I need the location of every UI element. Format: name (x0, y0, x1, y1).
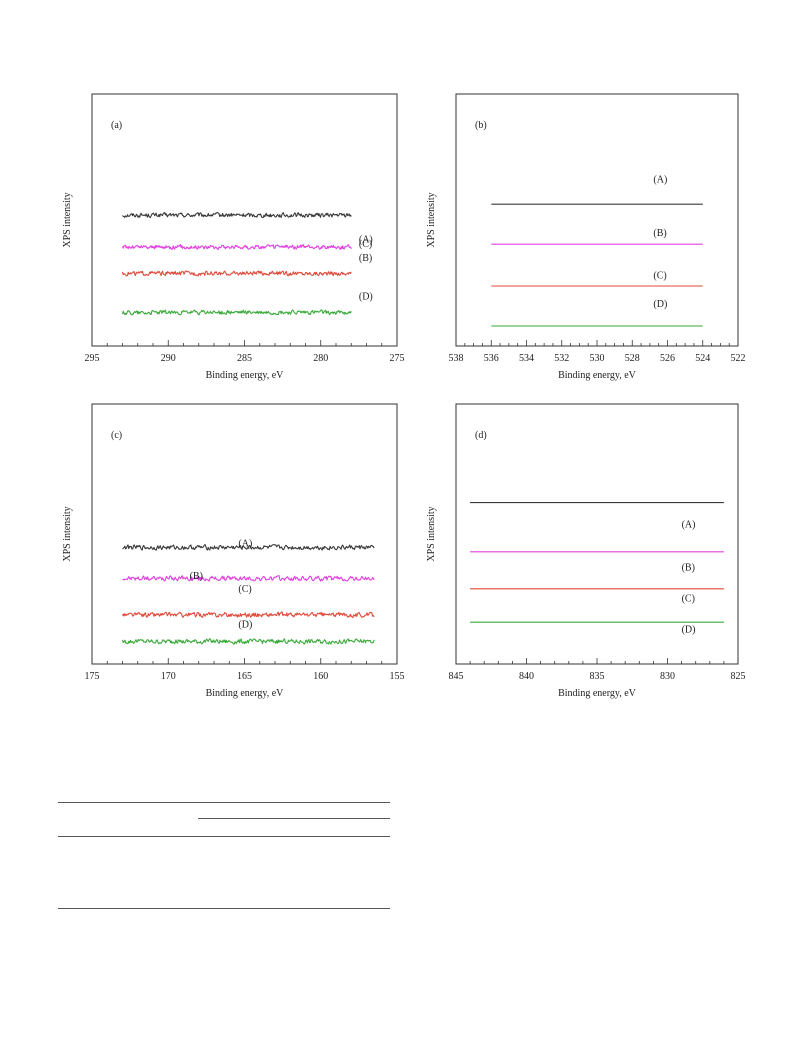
series-label-C: (C) (238, 584, 251, 595)
y-axis-label: XPS intensity (62, 506, 73, 561)
xps-panel-b: 538 536 534 532 530 528 526 524 522 Binding energ… (426, 93, 746, 381)
series-label-D: (D) (653, 299, 667, 310)
series-label-C: (C) (359, 239, 372, 250)
x-tick-label: 528 (625, 353, 640, 364)
x-axis-label: Binding energy, eV (206, 688, 285, 699)
table-top-rule (58, 802, 390, 803)
panel-label: (c) (111, 430, 122, 441)
series-label-A: (A) (653, 175, 667, 186)
xps-figure: 295 290 285 280 275 Binding energy, eV XPS int… (62, 93, 746, 699)
y-axis-label: XPS intensity (426, 192, 437, 247)
panel-label: (b) (475, 120, 487, 131)
x-tick-label: 530 (590, 353, 605, 364)
x-tick-label: 825 (731, 671, 746, 682)
x-axis-label: Binding energy, eV (558, 370, 637, 381)
series-label-A: (A) (682, 519, 696, 530)
x-tick-label: 285 (237, 353, 252, 364)
plot-frame (455, 93, 739, 347)
table-bottom-rule (58, 908, 390, 909)
x-tick-label: 160 (313, 671, 328, 682)
xps-panel-d: 845 840 835 830 825 Binding energy, eV XPS int… (426, 403, 746, 699)
table-header-rule (58, 836, 390, 837)
series-label-C: (C) (682, 593, 695, 604)
series-label-B: (B) (190, 571, 203, 582)
x-tick-label: 840 (519, 671, 534, 682)
x-tick-label: 835 (590, 671, 605, 682)
series-label-C: (C) (653, 270, 666, 281)
series-label-B: (B) (653, 228, 666, 239)
series-label-D: (D) (682, 624, 696, 635)
series-line-B (122, 575, 375, 582)
series-line-C (121, 270, 352, 277)
x-tick-label: 526 (660, 353, 675, 364)
series-line-A (122, 211, 352, 219)
xps-panel-a: 295 290 285 280 275 Binding energy, eV XPS int… (62, 93, 405, 381)
series-label-B: (B) (359, 253, 372, 264)
series-label-B: (B) (682, 562, 695, 573)
x-tick-label: 536 (484, 353, 499, 364)
x-tick-label: 170 (161, 671, 176, 682)
x-tick-label: 830 (660, 671, 675, 682)
x-tick-label: 524 (695, 353, 710, 364)
series-label-A: (A) (359, 234, 373, 245)
series-line-A (122, 544, 375, 551)
x-tick-label: 845 (449, 671, 464, 682)
plot-frame (455, 403, 739, 665)
panel-label: (d) (475, 430, 487, 441)
series-label-D: (D) (359, 291, 373, 302)
series-label-D: (D) (238, 620, 252, 631)
x-tick-label: 534 (519, 353, 534, 364)
panel-label: (a) (111, 120, 122, 131)
y-axis-label: XPS intensity (426, 506, 437, 561)
x-tick-label: 290 (161, 353, 176, 364)
series-line-B (121, 244, 352, 250)
x-axis-label: Binding energy, eV (558, 688, 637, 699)
series-line-D (121, 309, 352, 316)
series-line-C (122, 611, 375, 619)
plot-frame (91, 93, 398, 347)
x-tick-label: 165 (237, 671, 252, 682)
table-header-subrule (198, 818, 390, 819)
x-tick-label: 175 (85, 671, 100, 682)
xps-panel-c: 175 170 165 160 155 Binding energy, eV XPS int… (62, 403, 405, 699)
x-tick-label: 295 (85, 353, 100, 364)
x-tick-label: 522 (731, 353, 746, 364)
x-tick-label: 538 (449, 353, 464, 364)
x-tick-label: 155 (390, 671, 405, 682)
x-axis-label: Binding energy, eV (206, 370, 285, 381)
x-tick-label: 532 (554, 353, 569, 364)
x-tick-label: 280 (313, 353, 328, 364)
series-line-D (121, 638, 375, 645)
y-axis-label: XPS intensity (62, 192, 73, 247)
series-label-A: (A) (238, 539, 252, 550)
x-tick-label: 275 (390, 353, 405, 364)
